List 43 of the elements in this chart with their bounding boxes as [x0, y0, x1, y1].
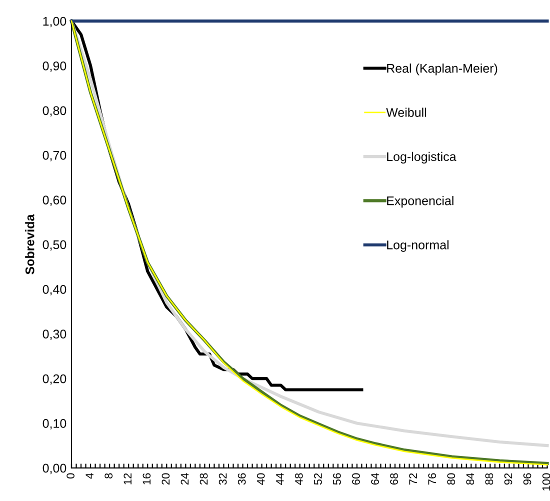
x-tick-label: 16 — [142, 473, 151, 484]
y-axis-title: Sobrevida — [25, 214, 34, 274]
x-tick-label: 96 — [523, 473, 532, 485]
x-tick-label: 80 — [447, 473, 456, 485]
x-tick-label: 28 — [200, 473, 208, 485]
x-tick-label: 52 — [314, 473, 322, 485]
x-tick-label: 32 — [218, 473, 227, 485]
legend-label: Weibull — [386, 108, 426, 117]
x-tick-label: 12 — [124, 473, 132, 484]
y-tick-label: 0,90 — [42, 62, 66, 72]
x-tick-label: 56 — [333, 473, 341, 485]
x-tick-label: 44 — [276, 473, 284, 485]
x-tick-label: 4 — [86, 473, 94, 479]
y-tick-label: 0,00 — [42, 464, 66, 474]
legend-label: Log-normal — [387, 240, 448, 252]
x-tick-label: 40 — [256, 473, 265, 485]
x-tick-label: 84 — [466, 473, 474, 485]
x-tick-label: 8 — [104, 473, 113, 478]
x-tick-label: 48 — [294, 473, 303, 485]
x-tick-label: 100 — [542, 473, 550, 490]
x-tick-label: 72 — [409, 473, 417, 485]
x-tick-label: 64 — [371, 473, 379, 485]
y-tick-label: 0,20 — [42, 374, 66, 385]
y-tick-label: 0,40 — [42, 284, 66, 296]
legend-label: Real (Kaplan-Meier) — [387, 64, 498, 76]
y-tick-label: 0,50 — [42, 240, 66, 251]
legend-label: Log-logistica — [387, 152, 456, 164]
y-tick-label: 0,60 — [42, 196, 66, 206]
x-tick-label: 60 — [352, 473, 360, 485]
y-tick-label: 0,70 — [42, 150, 66, 162]
x-tick-label: 88 — [485, 473, 494, 485]
legend-label: Exponencial — [387, 196, 454, 208]
x-tick-label: 20 — [162, 473, 170, 485]
x-tick-label: 36 — [238, 473, 246, 485]
x-tick-label: 76 — [428, 473, 436, 485]
y-tick-label: 0,10 — [42, 419, 66, 430]
x-tick-label: 92 — [504, 473, 512, 485]
x-tick-label: 0 — [66, 473, 74, 479]
y-tick-label: 0,30 — [42, 330, 66, 340]
x-tick-label: 24 — [180, 473, 189, 485]
y-tick-label: 0,80 — [42, 106, 66, 117]
x-tick-label: 68 — [390, 473, 398, 485]
y-tick-label: 1,00 — [43, 16, 66, 28]
